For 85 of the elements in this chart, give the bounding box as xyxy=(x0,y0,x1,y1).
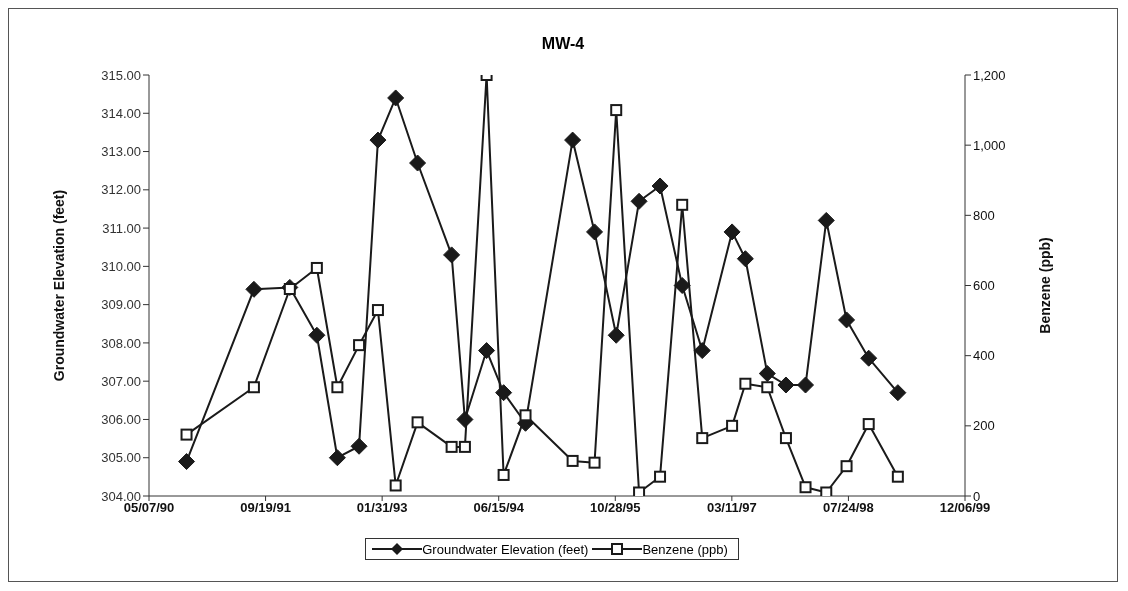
point xyxy=(726,419,739,432)
point xyxy=(676,198,689,211)
point xyxy=(630,192,648,210)
point xyxy=(178,453,196,471)
y-tick-label: 314.00 xyxy=(101,105,141,121)
point xyxy=(820,486,833,496)
point xyxy=(758,365,776,383)
point xyxy=(310,261,323,274)
point xyxy=(245,280,263,298)
y-tick-label: 313.00 xyxy=(101,144,141,160)
legend-label: Benzene (ppb) xyxy=(642,541,728,557)
point xyxy=(654,470,667,483)
point xyxy=(566,454,579,467)
point xyxy=(371,304,384,317)
point xyxy=(779,432,792,445)
point xyxy=(519,409,532,422)
y2-tick-label: 1,200 xyxy=(973,67,1006,83)
point xyxy=(456,410,474,428)
point xyxy=(409,154,427,172)
y-tick-label: 315.00 xyxy=(101,67,141,83)
point xyxy=(610,104,623,117)
point xyxy=(693,342,711,360)
y2-tick-label: 200 xyxy=(973,418,995,434)
point xyxy=(411,416,424,429)
point xyxy=(797,376,815,394)
point xyxy=(840,460,853,473)
y-axis-title: Groundwater Elevation (feet) xyxy=(50,189,67,382)
point xyxy=(761,381,774,394)
y-tick-label: 308.00 xyxy=(101,335,141,351)
point xyxy=(817,211,835,229)
point xyxy=(247,381,260,394)
point xyxy=(180,428,193,441)
x-tick-label: 01/31/93 xyxy=(356,500,408,516)
y-tick-label: 307.00 xyxy=(101,373,141,389)
y2-tick-label: 600 xyxy=(973,278,995,294)
point xyxy=(443,246,461,264)
point xyxy=(389,479,402,492)
point xyxy=(586,223,604,241)
point xyxy=(369,131,387,149)
y-tick-label: 310.00 xyxy=(101,258,141,274)
point xyxy=(495,384,513,402)
point xyxy=(651,177,669,195)
point xyxy=(862,418,875,431)
point xyxy=(331,381,344,394)
y-tick-label: 312.00 xyxy=(101,182,141,198)
point xyxy=(860,349,878,367)
x-tick-label: 09/19/91 xyxy=(240,500,291,516)
legend-label: Groundwater Elevation (feet) xyxy=(422,541,589,557)
x-tick-label: 03/11/97 xyxy=(706,500,757,516)
y-tick-label: 311.00 xyxy=(102,220,141,236)
y2-tick-label: 800 xyxy=(973,207,995,223)
y2-tick-label: 400 xyxy=(973,348,995,364)
point xyxy=(777,376,795,394)
point xyxy=(445,440,458,453)
point xyxy=(889,384,907,402)
point xyxy=(696,432,709,445)
y-tick-label: 306.00 xyxy=(101,412,141,428)
chart-title: MW-4 xyxy=(540,35,586,54)
point xyxy=(458,440,471,453)
y-tick-label: 309.00 xyxy=(101,297,141,313)
point xyxy=(736,250,754,268)
y2-axis-title: Benzene (ppb) xyxy=(1036,237,1053,334)
point xyxy=(497,468,510,481)
point xyxy=(739,377,752,390)
point xyxy=(353,339,366,352)
x-tick-label: 06/15/94 xyxy=(473,500,525,516)
point xyxy=(633,486,646,496)
point xyxy=(723,223,741,241)
point xyxy=(838,311,856,329)
point xyxy=(478,342,496,360)
point xyxy=(308,326,326,344)
point xyxy=(328,449,346,467)
point xyxy=(283,283,296,296)
point xyxy=(799,481,812,494)
point xyxy=(564,131,582,149)
y2-tick-label: 1,000 xyxy=(973,137,1006,153)
point xyxy=(891,470,904,483)
point xyxy=(350,437,368,455)
x-tick-label: 10/28/95 xyxy=(589,500,641,516)
y-tick-label: 305.00 xyxy=(101,450,141,466)
x-tick-label: 07/24/98 xyxy=(823,500,874,516)
point xyxy=(607,326,625,344)
point xyxy=(588,456,601,469)
point xyxy=(387,89,405,107)
point xyxy=(673,277,691,294)
